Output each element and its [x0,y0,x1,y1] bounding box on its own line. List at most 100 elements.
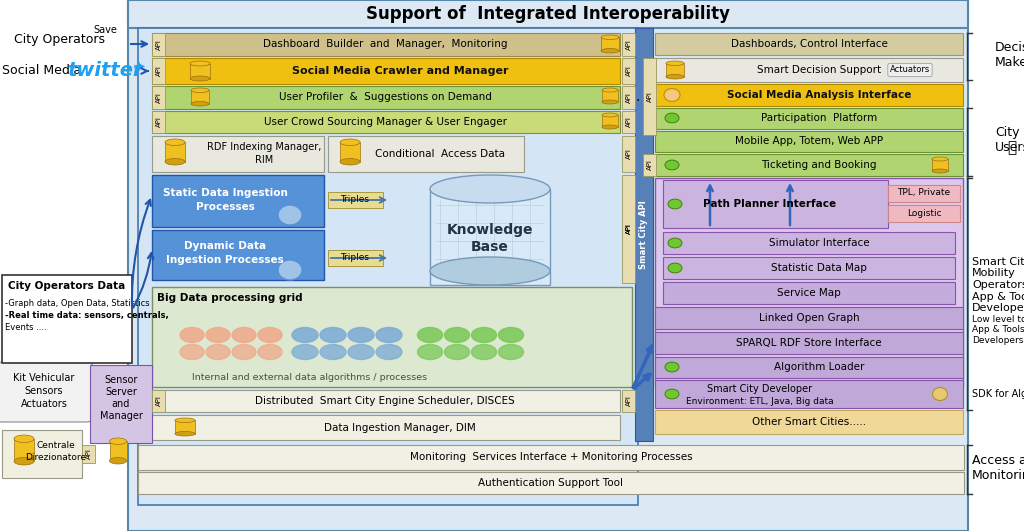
Ellipse shape [191,88,209,92]
Text: API: API [626,396,632,406]
Text: City Operators: City Operators [14,33,105,47]
Bar [655,131,963,152]
Ellipse shape [292,328,318,342]
Ellipse shape [340,139,360,145]
Ellipse shape [258,328,282,342]
Ellipse shape [601,48,618,53]
Bar [340,142,360,162]
Ellipse shape [258,345,282,359]
Bar [655,154,963,176]
Ellipse shape [340,158,360,165]
Ellipse shape [668,263,682,273]
Ellipse shape [376,345,402,359]
Ellipse shape [110,438,127,444]
Text: Access and
Monitoring: Access and Monitoring [972,454,1024,482]
Ellipse shape [932,157,948,161]
Ellipse shape [418,328,442,342]
Text: Sensor: Sensor [104,375,137,385]
Bar [328,192,383,208]
Ellipse shape [665,362,679,372]
Text: API: API [626,224,632,235]
Text: API: API [626,92,632,103]
Text: Direzionatore: Direzionatore [26,453,86,463]
Text: Big Data processing grid: Big Data processing grid [158,293,303,303]
Bar [622,111,635,133]
Text: Participation  Platform: Participation Platform [761,113,878,123]
Bar [152,86,165,109]
Bar [601,37,618,51]
Bar [152,33,165,56]
Text: .: . [636,90,640,104]
Ellipse shape [319,345,346,359]
Ellipse shape [665,113,679,123]
Text: Linked Open Graph: Linked Open Graph [759,313,859,323]
Bar [14,439,34,461]
Ellipse shape [666,74,684,79]
Text: RDF Indexing Manager,: RDF Indexing Manager, [207,142,322,152]
Bar [622,175,635,283]
Text: Decision
Makers: Decision Makers [995,41,1024,69]
Ellipse shape [444,328,469,342]
Text: Algorithm Loader: Algorithm Loader [774,362,864,372]
Text: Service Map: Service Map [777,288,841,298]
Bar [165,142,185,162]
Bar [622,33,635,56]
Ellipse shape [175,432,195,436]
Ellipse shape [190,76,210,81]
Ellipse shape [499,345,523,359]
Bar [643,58,656,135]
Bar [128,0,968,531]
Ellipse shape [165,158,185,165]
Ellipse shape [191,101,209,106]
Text: RIM: RIM [255,155,273,165]
Bar [655,380,963,408]
Text: Dynamic Data: Dynamic Data [184,241,266,251]
Text: Simulator Interface: Simulator Interface [769,238,869,248]
Bar [90,365,152,443]
Text: Smart City
Mobility
Operators,
App & Tools
Developers: Smart City Mobility Operators, App & Too… [972,257,1024,313]
Text: Low level tools for
App & Tools
Developers: Low level tools for App & Tools Develope… [972,315,1024,345]
Bar [152,58,165,84]
Bar [191,90,209,104]
Text: Kit Vehicular: Kit Vehicular [13,373,75,383]
Text: Social Media Crawler and Manager: Social Media Crawler and Manager [292,66,508,76]
Ellipse shape [165,139,185,145]
Text: Dashboard  Builder  and  Manager,  Monitoring: Dashboard Builder and Manager, Monitorin… [263,39,507,49]
Ellipse shape [14,435,34,442]
Ellipse shape [664,89,680,101]
Text: Processes: Processes [196,202,254,212]
Bar [152,287,632,387]
Ellipse shape [110,458,127,464]
Text: Mobile App, Totem, Web APP: Mobile App, Totem, Web APP [735,136,883,146]
Bar [152,58,620,84]
Ellipse shape [668,238,682,248]
Text: Path Planner Interface: Path Planner Interface [703,199,837,209]
Text: Other Smart Cities.....: Other Smart Cities..... [752,417,866,427]
Text: 📱: 📱 [1008,141,1017,156]
Ellipse shape [933,388,947,400]
Text: API: API [156,396,162,406]
Bar [152,175,324,227]
Text: Base: Base [471,240,509,254]
Text: twitter: twitter [68,61,142,80]
Ellipse shape [376,328,402,342]
Bar [152,415,620,440]
Ellipse shape [602,125,618,129]
Bar [655,108,963,129]
Ellipse shape [602,113,618,117]
Bar [655,410,963,434]
Ellipse shape [666,61,684,65]
Text: API: API [156,39,162,50]
Bar [152,230,324,280]
Bar [602,90,618,102]
Text: API: API [626,224,632,235]
Bar [328,136,524,172]
Text: Environment: ETL, Java, Big data: Environment: ETL, Java, Big data [686,397,834,406]
Text: Centrale: Centrale [37,441,76,450]
Text: API: API [646,159,652,170]
Bar [663,180,888,228]
Text: Ingestion Processes: Ingestion Processes [166,255,284,265]
Text: User Profiler  &  Suggestions on Demand: User Profiler & Suggestions on Demand [279,92,492,102]
Ellipse shape [190,61,210,66]
Bar [128,0,968,28]
